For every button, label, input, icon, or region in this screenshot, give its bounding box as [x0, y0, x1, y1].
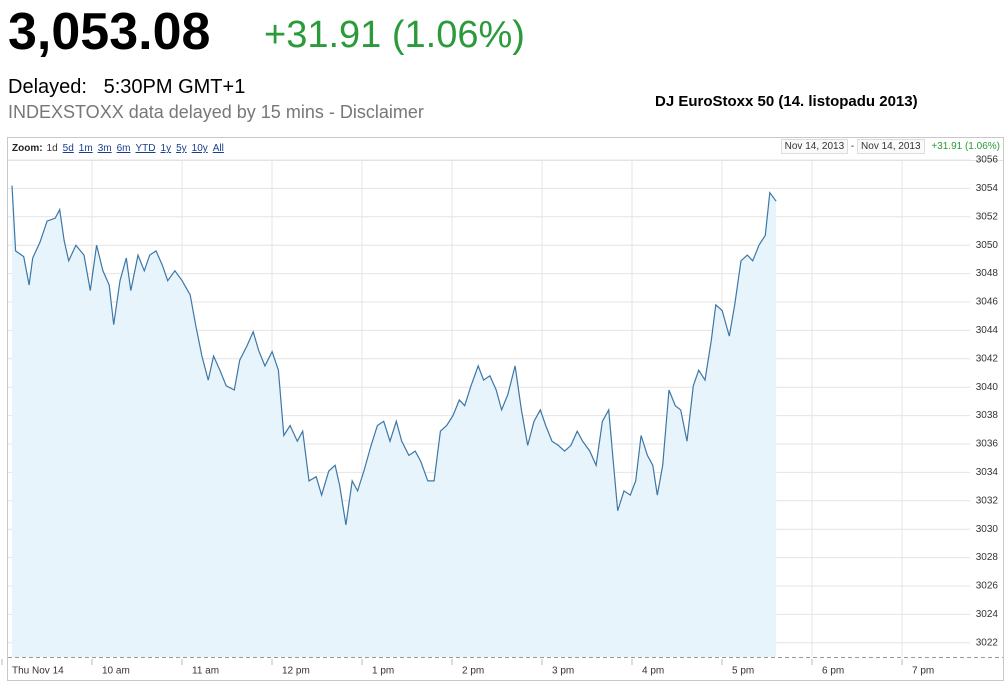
x-tick-label: Thu Nov 14	[12, 666, 64, 677]
y-tick-label: 3024	[976, 609, 999, 620]
line	[11, 185, 777, 525]
x-tick-label: 1 pm	[372, 666, 394, 677]
x-tick-label: 4 pm	[642, 666, 664, 677]
zoom-option[interactable]: 1y	[160, 143, 172, 154]
y-tick-label: 3046	[976, 297, 999, 308]
x-tick-label: 12 pm	[282, 666, 310, 677]
y-tick-label: 3052	[976, 211, 999, 222]
x-tick-label: 3 pm	[552, 666, 574, 677]
zoom-option[interactable]: 10y	[191, 143, 208, 154]
zoom-bar: Zoom: 1d 5d 1m 3m 6m YTD 1y 5y 10y All	[12, 143, 229, 154]
zoom-option[interactable]: 1d	[46, 143, 58, 154]
range-separator: -	[850, 141, 855, 152]
chart-title: DJ EuroStoxx 50 (14. listopadu 2013)	[655, 93, 918, 110]
y-tick-label: 3028	[976, 552, 999, 563]
y-tick-label: 3044	[976, 325, 999, 336]
y-tick-label: 3040	[976, 382, 999, 393]
x-tick-label: 10 am	[102, 666, 130, 677]
area	[12, 185, 777, 657]
y-tick-label: 3042	[976, 353, 999, 364]
x-tick-label: 6 pm	[822, 666, 844, 677]
range-change: +31.91 (1.06%)	[931, 141, 1000, 152]
y-tick-label: 3034	[976, 467, 999, 478]
zoom-label: Zoom:	[12, 143, 43, 154]
y-tick-label: 3032	[976, 495, 999, 506]
x-tick-label: 11 am	[192, 666, 219, 677]
delayed-time: 5:30PM GMT+1	[103, 76, 246, 98]
price: 3,053.08	[8, 3, 211, 61]
y-tick-label: 3056	[976, 155, 999, 166]
zoom-option[interactable]: 1m	[78, 143, 93, 154]
delayed-label: Delayed:	[8, 76, 87, 98]
delayed-info: Delayed: 5:30PM GMT+1	[8, 76, 245, 99]
x-tick-label: 2 pm	[462, 666, 484, 677]
x-tick-label: 7 pm	[912, 666, 934, 677]
zoom-option[interactable]: 5y	[176, 143, 187, 154]
range-end[interactable]: Nov 14, 2013	[857, 139, 925, 154]
y-tick-label: 3022	[976, 637, 999, 648]
zoom-option[interactable]: 6m	[116, 143, 131, 154]
zoom-option[interactable]: All	[212, 143, 224, 154]
y-tick-label: 3038	[976, 410, 999, 421]
y-tick-label: 3030	[976, 524, 999, 535]
y-tick-label: 3036	[976, 439, 999, 450]
y-tick-label: 3026	[976, 581, 999, 592]
y-tick-label: 3048	[976, 268, 999, 279]
zoom-option[interactable]: YTD	[135, 143, 156, 154]
y-tick-label: 3054	[976, 183, 999, 194]
price-change: +31.91 (1.06%)	[264, 14, 525, 56]
y-tick-label: 3050	[976, 240, 999, 251]
range-start[interactable]: Nov 14, 2013	[780, 139, 849, 154]
x-tick-label: 5 pm	[732, 666, 754, 677]
plot-area: 3022 3024 3026 3028 3030 3032 3034 3036 3038 3040…	[1, 155, 1003, 677]
zoom-option[interactable]: 5d	[62, 143, 74, 154]
zoom-option[interactable]: 3m	[97, 143, 112, 154]
delay-note: INDEXSTOXX data delayed by 15 mins - Dis…	[8, 102, 424, 122]
range-bar: Nov 14, 2013 - Nov 14, 2013 +31.91 (1.06…	[780, 139, 1000, 154]
